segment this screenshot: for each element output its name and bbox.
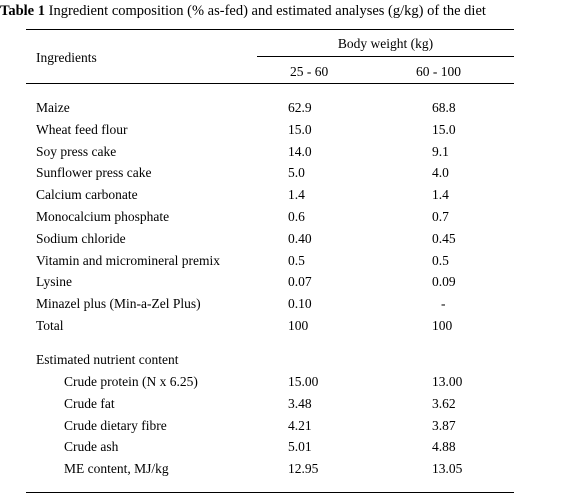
nutrients-heading: Estimated nutrient content [36,352,179,367]
ingredient-value-60-100: 15.0 [432,122,456,137]
ingredient-value-25-60: 0.07 [288,274,312,289]
table-caption-text: Ingredient composition (% as-fed) and es… [45,3,486,19]
ingredient-name: Wheat feed flour [36,122,128,137]
ingredient-value-25-60: 62.9 [288,100,312,115]
ingredient-value-25-60: 0.6 [288,209,305,224]
ingredient-value-60-100: 0.5 [432,253,449,268]
ingredient-value-60-100: 100 [432,318,453,333]
ingredient-value-25-60: 0.5 [288,253,305,268]
header-bottom-rule [26,83,514,84]
nutrient-name: ME content, MJ/kg [64,461,169,476]
nutrient-value-25-60: 4.21 [288,418,312,433]
ingredient-name: Minazel plus (Min-a-Zel Plus) [36,296,201,311]
nutrient-value-60-100: 3.62 [432,396,456,411]
ingredient-value-60-100: 0.09 [432,274,456,289]
ingredients-header: Ingredients [36,50,97,65]
ingredient-value-25-60: 5.0 [288,165,305,180]
ingredient-name: Calcium carbonate [36,187,138,202]
ingredient-name: Soy press cake [36,144,117,159]
nutrient-value-25-60: 5.01 [288,439,312,454]
ingredient-value-25-60: 1.4 [288,187,305,202]
ingredient-value-25-60: 14.0 [288,144,312,159]
ingredient-value-60-100: - [441,296,446,311]
ingredient-value-60-100: 0.7 [432,209,449,224]
nutrient-name: Crude dietary fibre [64,418,167,433]
nutrient-value-60-100: 13.05 [432,461,463,476]
ingredient-name: Maize [36,100,70,115]
ingredient-value-60-100: 68.8 [432,100,456,115]
ingredient-name: Sunflower press cake [36,165,152,180]
column-group-header: Body weight (kg) [337,36,434,51]
table-top-rule [26,29,514,30]
table-caption: Table 1 Ingredient composition (% as-fed… [0,0,486,22]
nutrient-value-60-100: 13.00 [432,374,463,389]
ingredient-value-60-100: 0.45 [432,231,456,246]
ingredient-value-25-60: 0.10 [288,296,312,311]
ingredient-value-60-100: 9.1 [432,144,449,159]
ingredient-name: Total [36,318,64,333]
ingredient-name: Vitamin and micromineral premix [36,253,221,268]
nutrient-name: Crude protein (N x 6.25) [64,374,198,389]
column-header-25-60: 25 - 60 [290,64,329,79]
ingredient-value-60-100: 1.4 [432,187,449,202]
ingredient-name: Monocalcium phosphate [36,209,170,224]
column-header-60-100: 60 - 100 [416,64,461,79]
nutrient-value-25-60: 3.48 [288,396,312,411]
nutrient-value-60-100: 3.87 [432,418,456,433]
nutrient-name: Crude fat [64,396,115,411]
nutrient-value-25-60: 12.95 [288,461,319,476]
ingredient-name: Lysine [36,274,72,289]
nutrient-name: Crude ash [64,439,119,454]
nutrient-value-60-100: 4.88 [432,439,456,454]
ingredient-name: Sodium chloride [36,231,126,246]
table-bottom-rule [26,492,514,493]
table-caption-label: Table 1 [0,3,45,19]
ingredient-value-60-100: 4.0 [432,165,449,180]
ingredient-value-25-60: 15.0 [288,122,312,137]
ingredient-value-25-60: 100 [288,318,309,333]
nutrient-value-25-60: 15.00 [288,374,319,389]
ingredient-value-25-60: 0.40 [288,231,312,246]
column-group-rule [257,56,514,57]
